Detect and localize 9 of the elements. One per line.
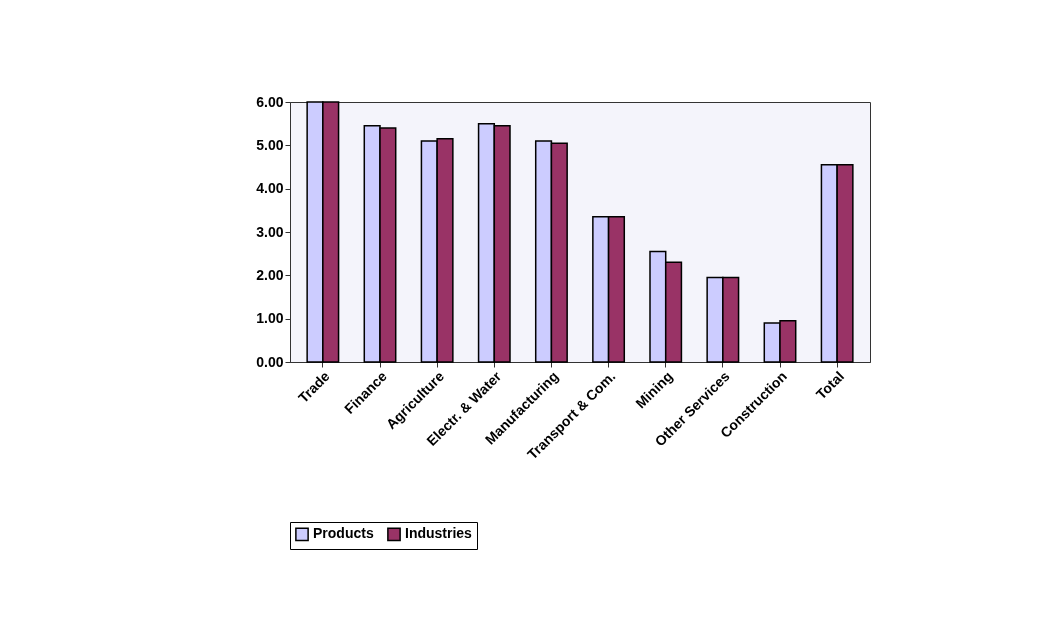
y-tick-label: 3.00 bbox=[256, 223, 284, 240]
y-tick-label: 4.00 bbox=[256, 180, 284, 197]
y-tick-label: 2.00 bbox=[256, 266, 284, 283]
y-tick-label: 0.00 bbox=[256, 353, 284, 370]
y-tick-label: 5.00 bbox=[256, 136, 284, 153]
legend-label: Industries bbox=[405, 525, 473, 542]
y-tick-label: 1.00 bbox=[256, 310, 284, 327]
legend-label: Products bbox=[313, 525, 374, 542]
y-tick-label: 6.00 bbox=[256, 93, 284, 110]
